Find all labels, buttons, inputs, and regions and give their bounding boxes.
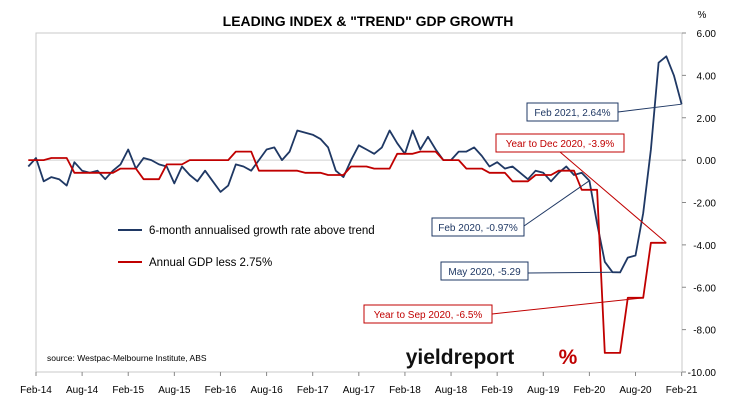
- x-tick-label: Aug-16: [250, 385, 283, 396]
- callout-box: [495, 133, 625, 153]
- y-tick-label: -10.00: [688, 368, 717, 379]
- callout-box: [440, 261, 529, 281]
- callout-sep-2020: Year to Sep 2020, -6.5%: [363, 297, 644, 324]
- gdp-line: [28, 150, 667, 354]
- x-tick-label: Aug-18: [435, 385, 468, 396]
- callout-box: [526, 102, 619, 122]
- callout-label: Feb 2021, 2.64%: [534, 108, 610, 119]
- legend-label-leading-index: 6-month annualised growth rate above tre…: [149, 225, 375, 237]
- x-tick-label: Aug-19: [527, 385, 560, 396]
- y-tick-label: 0.00: [697, 156, 717, 167]
- chart-title: LEADING INDEX & "TREND" GDP GROWTH: [223, 13, 514, 29]
- x-tick-label: Feb-19: [481, 385, 513, 396]
- x-tick-label: Feb-20: [574, 385, 606, 396]
- callout-leader: [491, 297, 644, 315]
- x-tick-label: Aug-15: [158, 385, 191, 396]
- legend-label-gdp: Annual GDP less 2.75%: [149, 257, 272, 269]
- callout-label: May 2020, -5.29: [448, 267, 521, 278]
- callout-leader: [559, 151, 667, 244]
- x-tick-label: Aug-17: [343, 385, 376, 396]
- x-axis: Feb-14 Aug-14 Feb-15 Aug-15 Feb-16 Aug-16 Feb-…: [20, 372, 698, 396]
- x-tick-label: Feb-15: [112, 385, 144, 396]
- callout-leader: [617, 103, 682, 113]
- callout-feb-2020: Feb 2020, -0.97%: [431, 180, 590, 237]
- y-unit-label: %: [698, 10, 707, 21]
- x-tick-label: Feb-17: [297, 385, 329, 396]
- source-note: source: Westpac-Melbourne Institute, ABS: [47, 353, 207, 363]
- callout-label: Year to Sep 2020, -6.5%: [374, 310, 483, 321]
- y-tick-label: 2.00: [697, 114, 717, 125]
- callout-label: Feb 2020, -0.97%: [438, 223, 518, 234]
- plot-area: [35, 32, 683, 373]
- x-tick-label: Feb-14: [20, 385, 52, 396]
- leading-index-line: [27, 55, 683, 274]
- y-tick-label: 4.00: [697, 71, 717, 82]
- logo-wordmark: yieldreport: [406, 346, 515, 369]
- callout-dec-2020: Year to Dec 2020, -3.9%: [495, 133, 667, 244]
- callout-leader: [523, 180, 590, 227]
- x-tick-label: Feb-16: [205, 385, 237, 396]
- logo-percent-symbol: %: [559, 346, 578, 369]
- legend: 6-month annualised growth rate above tre…: [118, 225, 375, 269]
- yieldreport-logo: yieldreport %: [406, 346, 578, 369]
- series-lines: [27, 55, 683, 354]
- callouts: Feb 2021, 2.64% Year to Dec 2020, -3.9% Fe…: [363, 102, 682, 324]
- y-axis: 6.00 4.00 2.00 0.00 -2.00 -4.00 -6.00 -8.00 -10.…: [682, 29, 716, 379]
- callout-leader: [527, 271, 613, 274]
- y-tick-label: -8.00: [693, 326, 716, 337]
- y-tick-label: -6.00: [693, 283, 716, 294]
- callout-label: Year to Dec 2020, -3.9%: [506, 139, 615, 150]
- y-tick-label: 6.00: [697, 29, 717, 40]
- callout-feb-2021: Feb 2021, 2.64%: [526, 102, 682, 122]
- x-tick-label: Aug-14: [66, 385, 99, 396]
- y-tick-label: -2.00: [693, 199, 716, 210]
- x-tick-label: Aug-20: [619, 385, 652, 396]
- callout-may-2020: May 2020, -5.29: [440, 261, 613, 281]
- y-tick-label: -4.00: [693, 241, 716, 252]
- x-tick-label: Feb-21: [666, 385, 698, 396]
- callout-box: [363, 304, 493, 324]
- x-tick-label: Feb-18: [389, 385, 421, 396]
- callout-box: [431, 217, 525, 237]
